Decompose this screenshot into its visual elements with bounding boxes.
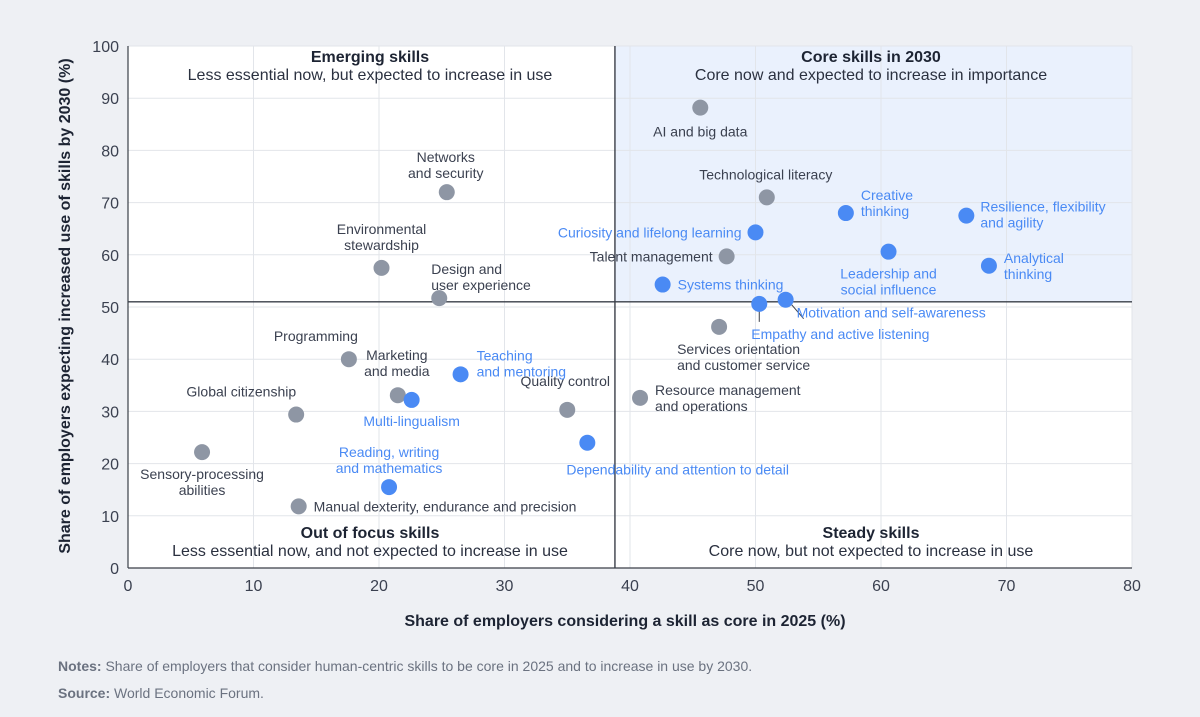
quadrant-title-steady: Steady skills [823, 525, 920, 542]
y-tick-label: 30 [101, 404, 119, 421]
quadrant-dividers [128, 46, 1132, 568]
y-tick-label: 0 [110, 561, 119, 578]
label-manual-dexterity-endurance-and-precision: Manual dexterity, endurance and precisio… [314, 498, 577, 514]
point-global-citizenship [288, 406, 305, 423]
point-marketing-and-media [389, 387, 406, 404]
quadrant-title-core: Core skills in 2030 [801, 49, 941, 66]
gridlines [127, 45, 1133, 569]
x-axis-title: Share of employers considering a skill a… [404, 613, 845, 630]
label-leadership-and-social-influence: Leadership and social influence [840, 266, 937, 298]
data-labels: AI and big data Technological literacy Net… [140, 124, 1105, 515]
point-sensory-processing-abilities [194, 444, 211, 461]
label-teaching-and-mentoring: Teaching and mentoring [477, 347, 567, 379]
label-talent-management: Talent management [590, 248, 713, 264]
label-curiosity-and-lifelong-learning: Curiosity and lifelong learning [558, 224, 742, 240]
point-reading-writing-and-mathematics [381, 479, 398, 496]
label-resilience-flexibility-and-agility: Resilience, flexibility and agility [980, 199, 1105, 231]
label-analytical-thinking: Analytical thinking [1004, 250, 1064, 282]
point-systems-thinking [654, 276, 671, 293]
point-leadership-and-social-influence [880, 243, 897, 260]
label-ai-and-big-data: AI and big data [653, 124, 747, 140]
x-tick-label: 50 [747, 578, 765, 595]
quadrant-title-emerging: Emerging skills [311, 49, 429, 66]
leader-motivation-and-self-awareness [791, 304, 804, 320]
point-resilience-flexibility-and-agility [958, 207, 975, 224]
y-tick-label: 20 [101, 457, 119, 474]
data-points [194, 99, 997, 515]
label-motivation-and-self-awareness: Motivation and self-awareness [797, 305, 986, 321]
y-tick-label: 40 [101, 352, 119, 369]
quadrant-subtitle-emerging: Less essential now, but expected to incr… [188, 67, 553, 84]
point-resource-management-and-operations [632, 389, 649, 406]
point-manual-dexterity-endurance-and-precision [290, 498, 307, 515]
label-reading-writing-and-mathematics: Reading, writing and mathematics [336, 444, 443, 476]
y-tick-label: 80 [101, 143, 119, 160]
quadrant-subtitle-core: Core now and expected to increase in imp… [695, 67, 1047, 84]
axis-ticks: 0 10 20 30 40 50 60 70 80 0 10 20 30 40 50 60 70 80 90 100 [92, 39, 1141, 595]
label-sensory-processing-abilities: Sensory-processing abilities [140, 466, 264, 498]
x-tick-label: 20 [370, 578, 388, 595]
quadrant-subtitle-steady: Core now, but not expected to increase i… [709, 543, 1034, 560]
label-design-and-user-experience: Design and user experience [431, 261, 531, 293]
x-tick-label: 0 [124, 578, 133, 595]
point-motivation-and-self-awareness [777, 291, 794, 308]
y-axis-title: Share of employers expecting increased u… [57, 58, 74, 553]
label-networks-and-security: Networks and security [408, 149, 483, 181]
label-environmental-stewardship: Environmental stewardship [337, 221, 427, 253]
y-tick-label: 10 [101, 509, 119, 526]
x-tick-label: 70 [998, 578, 1016, 595]
y-tick-label: 60 [101, 248, 119, 265]
core-skills-region [614, 46, 1132, 302]
point-teaching-and-mentoring [452, 366, 469, 383]
label-leader-lines [758, 304, 804, 322]
point-programming [340, 351, 357, 368]
point-empathy-and-active-listening [751, 295, 768, 312]
label-global-citizenship: Global citizenship [186, 384, 296, 400]
point-services-orientation-and-customer-service [711, 318, 728, 335]
label-multi-lingualism: Multi-lingualism [363, 413, 459, 429]
label-services-orientation-and-customer-service: Services orientation and customer service [677, 341, 810, 373]
point-multi-lingualism [403, 391, 420, 408]
label-quality-control: Quality control [521, 373, 610, 389]
source-line: Source: World Economic Forum. [58, 685, 264, 701]
point-design-and-user-experience [431, 290, 448, 307]
point-ai-and-big-data [692, 99, 709, 116]
point-networks-and-security [438, 184, 455, 201]
point-talent-management [718, 248, 735, 265]
notes-line: Notes: Share of employers that consider … [58, 658, 752, 674]
label-programming: Programming [274, 328, 358, 344]
point-technological-literacy [758, 189, 775, 206]
source-text: World Economic Forum. [110, 685, 264, 701]
y-tick-label: 100 [92, 39, 119, 56]
point-quality-control [559, 401, 576, 418]
label-dependability-and-attention-to-detail: Dependability and attention to detail [566, 462, 789, 478]
y-tick-label: 70 [101, 196, 119, 213]
x-tick-label: 60 [872, 578, 890, 595]
x-tick-label: 40 [621, 578, 639, 595]
point-environmental-stewardship [373, 259, 390, 276]
point-creative-thinking [837, 205, 854, 222]
label-technological-literacy: Technological literacy [699, 166, 832, 182]
label-systems-thinking: Systems thinking [678, 277, 784, 293]
x-tick-label: 80 [1123, 578, 1141, 595]
x-tick-label: 10 [245, 578, 263, 595]
quadrant-title-out-of-focus: Out of focus skills [301, 525, 440, 542]
y-tick-label: 50 [101, 300, 119, 317]
point-curiosity-and-lifelong-learning [747, 224, 764, 241]
source-label: Source: [58, 685, 111, 701]
label-empathy-and-active-listening: Empathy and active listening [751, 326, 929, 342]
label-resource-management-and-operations: Resource management and operations [655, 382, 801, 414]
point-analytical-thinking [980, 257, 997, 274]
point-dependability-and-attention-to-detail [579, 434, 596, 451]
notes-label: Notes: [58, 658, 102, 674]
notes-text: Share of employers that consider human-c… [101, 658, 753, 674]
x-tick-label: 30 [496, 578, 514, 595]
y-tick-label: 90 [101, 91, 119, 108]
label-creative-thinking: Creative thinking [861, 187, 913, 219]
quadrant-subtitle-out-of-focus: Less essential now, and not expected to … [172, 543, 568, 560]
label-marketing-and-media: Marketing and media [364, 347, 430, 379]
quadrant-titles: Emerging skills Less essential now, but … [172, 49, 1047, 560]
